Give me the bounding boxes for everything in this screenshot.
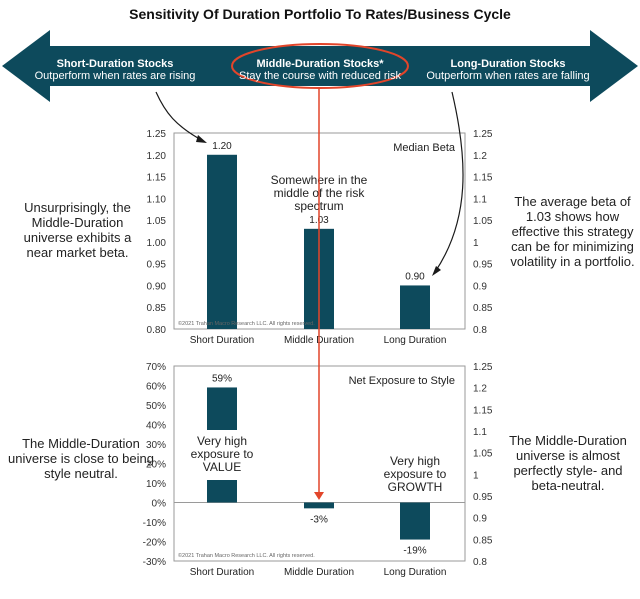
beta-right-tick-label: 0.85	[473, 303, 493, 314]
beta-right-tick-label: 1	[473, 238, 479, 249]
beta-source-note: ©2021 Trahan Macro Research LLC. All rig…	[178, 320, 315, 327]
middle-duration-box: Middle-Duration Stocks* Stay the course …	[232, 58, 408, 82]
style-bar	[304, 502, 334, 509]
beta-bar	[207, 154, 237, 329]
style-right-tick-label: 1.2	[473, 384, 487, 395]
connector-short-line	[155, 91, 206, 143]
middle-highlight-ellipse	[231, 43, 409, 89]
style-right-tick-label: 1	[473, 470, 479, 481]
beta-left-tick-label: 0.85	[147, 303, 167, 314]
beta-right-tick-label: 1.2	[473, 151, 487, 162]
note-left-top: Unsurprisingly, the Middle-Duration univ…	[23, 200, 132, 260]
style-left-tick-label: 20%	[146, 460, 166, 471]
style-left-tick-label: -20%	[143, 538, 166, 549]
beta-category-label: Short Duration	[190, 335, 254, 346]
beta-data-label: 1.20	[212, 141, 232, 152]
note-right-bottom: The Middle-Duration universe is almost p…	[509, 433, 627, 493]
beta-right-tick-label: 0.95	[473, 260, 493, 271]
beta-left-tick-label: 1.00	[147, 238, 167, 249]
style-bar	[400, 502, 430, 540]
style-bar-annotation-line: Very high	[197, 434, 247, 448]
beta-left-tick-label: 0.95	[147, 260, 167, 271]
beta-left-tick-label: 1.25	[147, 129, 167, 140]
beta-right-tick-label: 1.15	[473, 173, 493, 184]
page-title: Sensitivity Of Duration Portfolio To Rat…	[129, 6, 511, 22]
style-data-label: -3%	[310, 514, 328, 525]
beta-left-tick-label: 0.80	[147, 325, 167, 336]
style-category-label: Short Duration	[190, 567, 254, 578]
arrow-shape	[2, 30, 638, 102]
style-right-tick-label: 0.85	[473, 535, 493, 546]
style-left-tick-label: 50%	[146, 401, 166, 412]
style-bar-annotation: Very high exposure to VALUE	[191, 434, 254, 474]
beta-right-tick-label: 1.25	[473, 129, 493, 140]
beta-right-tick-label: 1.05	[473, 216, 493, 227]
note-left-bottom: The Middle-Duration universe is close to…	[8, 436, 154, 481]
connector-long-line	[434, 91, 464, 273]
beta-data-label: 0.90	[405, 271, 425, 282]
style-data-label: -19%	[403, 546, 426, 557]
style-right-tick-label: 1.1	[473, 427, 487, 438]
style-right-tick-label: 1.05	[473, 449, 493, 460]
long-duration-title: Long-Duration Stocks	[450, 58, 566, 70]
style-source-note: ©2021 Trahan Macro Research LLC. All rig…	[178, 552, 315, 559]
style-left-tick-label: 30%	[146, 440, 166, 451]
style-bar-annotation-line: Very high	[390, 454, 440, 468]
beta-left-tick-label: 1.05	[147, 216, 167, 227]
beta-chart-title: Median Beta	[393, 142, 456, 154]
connector-long-arrowhead	[432, 266, 441, 276]
style-left-tick-label: 40%	[146, 421, 166, 432]
sensitivity-arrow	[2, 30, 638, 102]
style-left-tick-label: 60%	[146, 382, 166, 393]
style-annotation-mask	[207, 430, 237, 480]
style-right-tick-label: 1.25	[473, 362, 493, 373]
short-duration-box: Short-Duration Stocks Outperform when ra…	[30, 58, 200, 82]
short-duration-subtitle: Outperform when rates are rising	[34, 70, 196, 82]
middle-duration-title: Middle-Duration Stocks*	[256, 58, 384, 70]
beta-right-tick-label: 0.8	[473, 325, 487, 336]
beta-left-tick-label: 1.15	[147, 173, 167, 184]
style-category-label: Middle Duration	[284, 567, 354, 578]
beta-left-tick-label: 1.10	[147, 194, 167, 205]
strong-sensitivity-label: Strong Sensitivity To Higher Rates	[403, 30, 570, 42]
light-sensitivity-label: Light Sensitivity To Higher Rates	[70, 30, 229, 42]
connector-short-arrowhead	[196, 135, 207, 143]
style-left-tick-label: 0%	[152, 499, 167, 510]
style-right-tick-label: 1.15	[473, 405, 493, 416]
style-chart-title: Net Exposure to Style	[349, 375, 455, 387]
style-left-tick-label: -10%	[143, 518, 166, 529]
style-right-tick-label: 0.8	[473, 557, 487, 568]
middle-duration-subtitle: Stay the course with reduced risk	[238, 70, 402, 82]
beta-bar	[400, 285, 430, 329]
beta-left-tick-label: 0.90	[147, 281, 167, 292]
style-bar-annotation-line: VALUE	[203, 460, 241, 474]
beta-right-tick-label: 1.1	[473, 194, 487, 205]
style-category-label: Long Duration	[384, 567, 447, 578]
style-data-label: 59%	[212, 373, 232, 384]
style-right-tick-label: 0.9	[473, 514, 487, 525]
short-duration-title: Short-Duration Stocks	[56, 58, 174, 70]
beta-right-tick-label: 0.9	[473, 281, 487, 292]
long-duration-subtitle: Outperform when rates are falling	[426, 70, 590, 82]
middle-highlight-arrowhead	[314, 492, 324, 500]
style-bar-annotation-line: GROWTH	[388, 480, 443, 494]
style-bar-annotation-line: exposure to	[384, 467, 447, 481]
style-left-tick-label: 10%	[146, 479, 166, 490]
style-left-tick-label: -30%	[143, 557, 166, 568]
beta-left-tick-label: 1.20	[147, 151, 167, 162]
style-bar-annotation: Very high exposure to GROWTH	[384, 454, 447, 494]
style-bar-annotation-line: exposure to	[191, 447, 254, 461]
style-right-tick-label: 0.95	[473, 492, 493, 503]
beta-category-label: Long Duration	[384, 335, 447, 346]
long-duration-box: Long-Duration Stocks Outperform when rat…	[418, 58, 598, 82]
style-left-tick-label: 70%	[146, 362, 166, 373]
note-right-top: The average beta of 1.03 shows how effec…	[510, 194, 635, 269]
